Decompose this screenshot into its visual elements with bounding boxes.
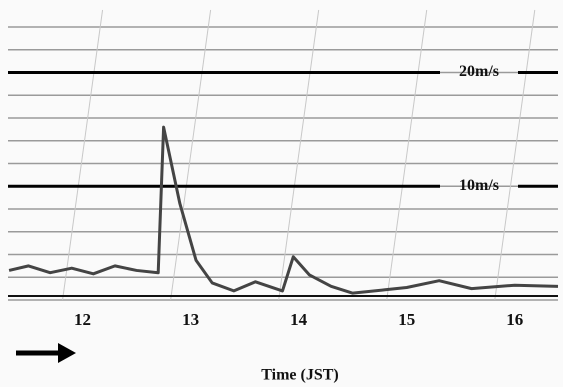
x-tick-label: 14	[290, 310, 308, 329]
x-tick-label: 16	[506, 310, 523, 329]
chart: Time (JST) 12 13 14 15 16 20m/s 10m/s	[0, 0, 563, 387]
x-tick-label: 15	[398, 310, 415, 329]
x-tick-label: 12	[74, 310, 91, 329]
x-tick-label: 13	[182, 310, 199, 329]
reference-label: 10m/s	[459, 177, 499, 194]
reference-label: 20m/s	[459, 63, 499, 80]
x-axis-label: Time (JST)	[261, 367, 338, 384]
